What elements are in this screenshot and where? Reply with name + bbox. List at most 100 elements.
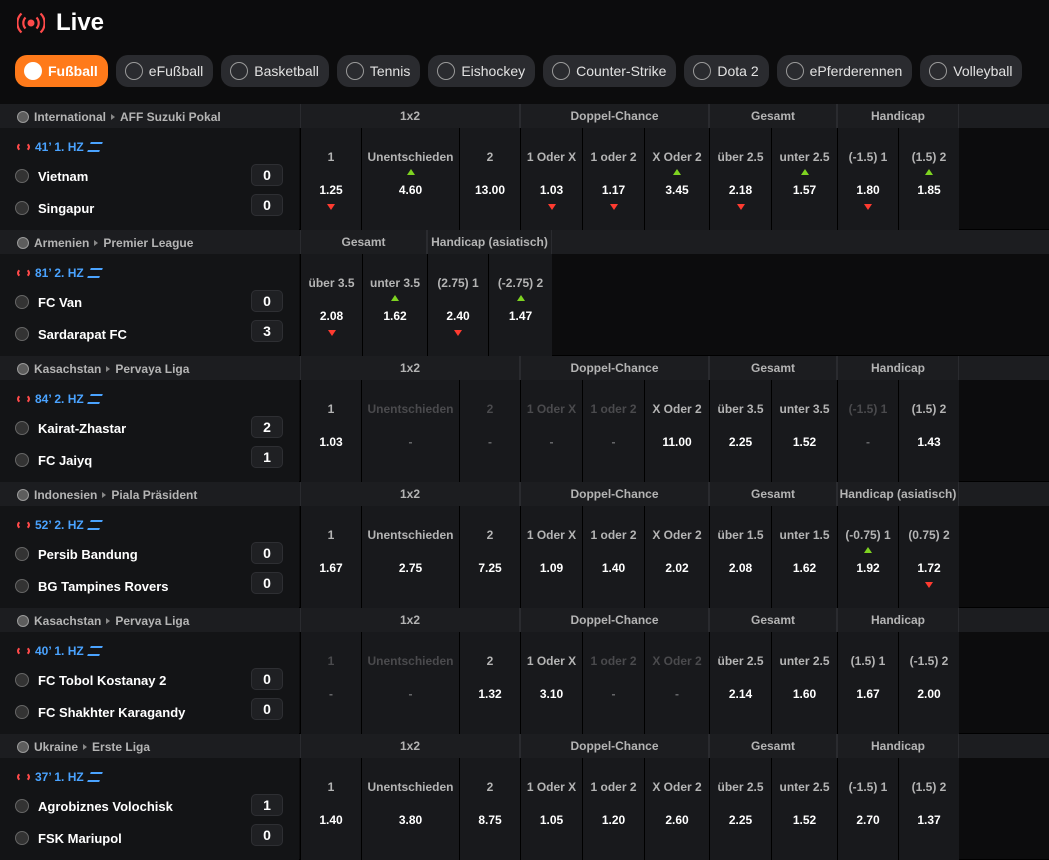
tab-label: Volleyball bbox=[953, 63, 1013, 79]
club-icon bbox=[15, 799, 29, 813]
team-home: FC Van bbox=[15, 292, 82, 312]
league-breadcrumb[interactable]: Armenien Premier League bbox=[17, 236, 193, 250]
match-info[interactable]: 37’ 1. HZ Agrobiznes Volochisk 1 FSK Mariup… bbox=[0, 758, 299, 860]
odds-button[interactable]: über 3.5 2.08 bbox=[300, 254, 362, 356]
market-label: X Oder 2 bbox=[652, 528, 702, 542]
odds-button[interactable]: über 1.5 2.08 bbox=[709, 506, 771, 608]
country-label: Armenien bbox=[34, 236, 90, 250]
odds-button[interactable]: 1 Oder X 1.05 bbox=[520, 758, 582, 860]
odds-button[interactable]: (1.5) 2 1.85 bbox=[898, 128, 959, 230]
odds-button[interactable]: 1 1.40 bbox=[300, 758, 361, 860]
odds-button[interactable]: X Oder 2 2.02 bbox=[644, 506, 709, 608]
market-label: unter 2.5 bbox=[779, 780, 830, 794]
tab-fu-ball[interactable]: Fußball bbox=[15, 55, 108, 87]
market-label: Unentschieden bbox=[367, 528, 454, 542]
odds-button[interactable]: Unentschieden 4.60 bbox=[361, 128, 459, 230]
market-label: X Oder 2 bbox=[652, 150, 702, 164]
odds-button[interactable]: über 3.5 2.25 bbox=[709, 380, 771, 482]
odds-value: 1.52 bbox=[792, 813, 817, 827]
odds-button[interactable]: 1 1.67 bbox=[300, 506, 361, 608]
odds-value: 1.09 bbox=[539, 561, 564, 575]
team-home: Persib Bandung bbox=[15, 544, 138, 564]
market-label: (-0.75) 1 bbox=[845, 528, 891, 542]
live-broadcast-icon bbox=[17, 12, 45, 34]
tab-tennis[interactable]: Tennis bbox=[336, 55, 421, 87]
odds-button[interactable]: unter 2.5 1.57 bbox=[771, 128, 837, 230]
league-breadcrumb[interactable]: International AFF Suzuki Pokal bbox=[17, 110, 221, 124]
odds-button[interactable]: unter 3.5 1.52 bbox=[771, 380, 837, 482]
breadcrumb-separator-icon bbox=[83, 744, 88, 750]
odds-button[interactable]: (1.5) 2 1.43 bbox=[898, 380, 959, 482]
country-label: Kasachstan bbox=[34, 362, 102, 376]
team-away: Singapur bbox=[15, 198, 94, 218]
odds-button[interactable]: (0.75) 2 1.72 bbox=[898, 506, 959, 608]
odds-button[interactable]: (-2.75) 2 1.47 bbox=[488, 254, 552, 356]
odds-button[interactable]: (-1.5) 1 1.80 bbox=[837, 128, 898, 230]
odds-value: - bbox=[329, 687, 333, 701]
odds-button[interactable]: 1 oder 2 1.20 bbox=[582, 758, 644, 860]
odds-button[interactable]: 1 1.03 bbox=[300, 380, 361, 482]
odds-button[interactable]: über 2.5 2.25 bbox=[709, 758, 771, 860]
team-away: FSK Mariupol bbox=[15, 828, 122, 848]
match-info[interactable]: 41’ 1. HZ Vietnam 0 Singapur 0 bbox=[0, 128, 299, 230]
market-label: 1 bbox=[327, 150, 335, 164]
tab-volleyball[interactable]: Volleyball bbox=[920, 55, 1023, 87]
odds-button[interactable]: Unentschieden 2.75 bbox=[361, 506, 459, 608]
league-breadcrumb[interactable]: Indonesien Piala Präsident bbox=[17, 488, 197, 502]
odds-button[interactable]: 1 Oder X 1.09 bbox=[520, 506, 582, 608]
match-info[interactable]: 81’ 2. HZ FC Van 0 Sardarapat FC 3 bbox=[0, 254, 299, 356]
odds-button[interactable]: (-0.75) 1 1.92 bbox=[837, 506, 898, 608]
odds-button[interactable]: 2 8.75 bbox=[459, 758, 520, 860]
odds-button[interactable]: über 2.5 2.18 bbox=[709, 128, 771, 230]
odds-button[interactable]: (2.75) 1 2.40 bbox=[427, 254, 488, 356]
odds-button: 1- bbox=[300, 632, 361, 734]
market-group-title: Gesamt bbox=[709, 734, 837, 758]
league-breadcrumb[interactable]: Kasachstan Pervaya Liga bbox=[17, 362, 189, 376]
team-away: Sardarapat FC bbox=[15, 324, 127, 344]
match-time: 84’ 2. HZ bbox=[17, 392, 103, 406]
tab-eishockey[interactable]: Eishockey bbox=[428, 55, 536, 87]
odds-value: 1.80 bbox=[856, 183, 880, 197]
odds-button[interactable]: 1 1.25 bbox=[300, 128, 361, 230]
match-info[interactable]: 84’ 2. HZ Kairat-Zhastar 2 FC Jaiyq 1 bbox=[0, 380, 299, 482]
odds-button[interactable]: 1 oder 2 1.40 bbox=[582, 506, 644, 608]
league-breadcrumb[interactable]: Ukraine Erste Liga bbox=[17, 740, 150, 754]
market-group-title: Gesamt bbox=[709, 104, 837, 128]
market-label: 2 bbox=[486, 780, 494, 794]
league-breadcrumb[interactable]: Kasachstan Pervaya Liga bbox=[17, 614, 189, 628]
header: Live bbox=[0, 0, 1049, 50]
odds-button[interactable]: über 2.5 2.14 bbox=[709, 632, 771, 734]
tab-epferderennen[interactable]: ePferderennen bbox=[776, 55, 913, 87]
odds-button[interactable]: (1.5) 1 1.67 bbox=[837, 632, 898, 734]
page-title: Live bbox=[56, 9, 105, 36]
odds-button[interactable]: X Oder 2 2.60 bbox=[644, 758, 709, 860]
odds-button[interactable]: 2 7.25 bbox=[459, 506, 520, 608]
market-label: Unentschieden bbox=[367, 402, 454, 416]
odds-button[interactable]: unter 1.5 1.62 bbox=[771, 506, 837, 608]
odds-value: 1.92 bbox=[856, 561, 880, 575]
odds-button[interactable]: 2 13.00 bbox=[459, 128, 520, 230]
odds-button[interactable]: 1 Oder X 1.03 bbox=[520, 128, 582, 230]
odds-button[interactable]: (-1.5) 2 2.00 bbox=[898, 632, 959, 734]
odds-button[interactable]: X Oder 2 3.45 bbox=[644, 128, 709, 230]
odds-button[interactable]: unter 3.5 1.62 bbox=[362, 254, 427, 356]
odds-button[interactable]: Unentschieden 3.80 bbox=[361, 758, 459, 860]
odds-button[interactable]: (-1.5) 1 2.70 bbox=[837, 758, 898, 860]
market-group-title: 1x2 bbox=[300, 356, 520, 380]
match-info[interactable]: 40’ 1. HZ FC Tobol Kostanay 2 0 FC Shakhter… bbox=[0, 632, 299, 734]
tab-dota-2[interactable]: Dota 2 bbox=[684, 55, 769, 87]
tab-counter-strike[interactable]: Counter-Strike bbox=[543, 55, 677, 87]
odds-button[interactable]: 1 oder 2 1.17 bbox=[582, 128, 644, 230]
odds-button[interactable]: X Oder 2 11.00 bbox=[644, 380, 709, 482]
odds-button[interactable]: unter 2.5 1.60 bbox=[771, 632, 837, 734]
odds-button[interactable]: unter 2.5 1.52 bbox=[771, 758, 837, 860]
odds-button[interactable]: (1.5) 2 1.37 bbox=[898, 758, 959, 860]
odds-button[interactable]: 1 Oder X 3.10 bbox=[520, 632, 582, 734]
market-group-title: Doppel-Chance bbox=[520, 104, 709, 128]
country-label: Kasachstan bbox=[34, 614, 102, 628]
odds-value: - bbox=[549, 435, 554, 449]
match-info[interactable]: 52’ 2. HZ Persib Bandung 0 BG Tampines Rove… bbox=[0, 506, 299, 608]
tab-basketball[interactable]: Basketball bbox=[221, 55, 329, 87]
odds-button[interactable]: 2 1.32 bbox=[459, 632, 520, 734]
tab-efu-ball[interactable]: eFußball bbox=[115, 55, 214, 87]
